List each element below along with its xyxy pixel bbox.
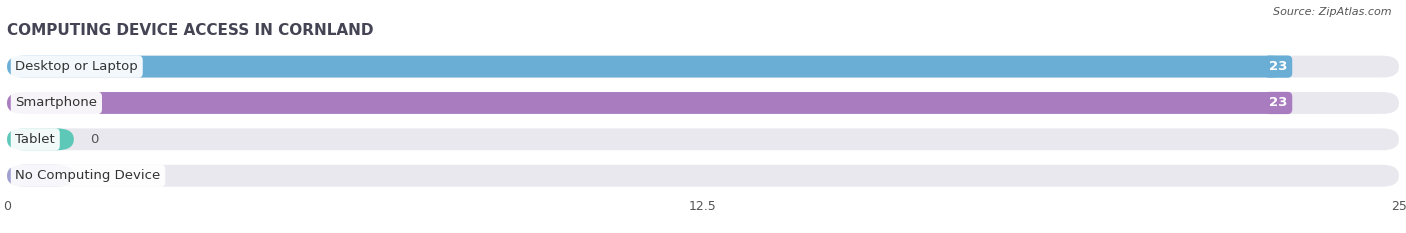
Text: Source: ZipAtlas.com: Source: ZipAtlas.com <box>1274 7 1392 17</box>
Text: COMPUTING DEVICE ACCESS IN CORNLAND: COMPUTING DEVICE ACCESS IN CORNLAND <box>7 24 374 38</box>
Text: Smartphone: Smartphone <box>15 96 97 110</box>
Text: 23: 23 <box>1270 96 1288 110</box>
Text: No Computing Device: No Computing Device <box>15 169 160 182</box>
FancyBboxPatch shape <box>7 165 1399 187</box>
Text: Tablet: Tablet <box>15 133 55 146</box>
FancyBboxPatch shape <box>7 56 1288 78</box>
FancyBboxPatch shape <box>7 56 1399 78</box>
Text: Desktop or Laptop: Desktop or Laptop <box>15 60 138 73</box>
FancyBboxPatch shape <box>7 128 75 150</box>
FancyBboxPatch shape <box>7 128 1399 150</box>
Text: 0: 0 <box>90 169 98 182</box>
Text: 0: 0 <box>90 133 98 146</box>
Text: 23: 23 <box>1270 60 1288 73</box>
FancyBboxPatch shape <box>7 165 75 187</box>
FancyBboxPatch shape <box>7 92 1288 114</box>
FancyBboxPatch shape <box>7 92 1399 114</box>
